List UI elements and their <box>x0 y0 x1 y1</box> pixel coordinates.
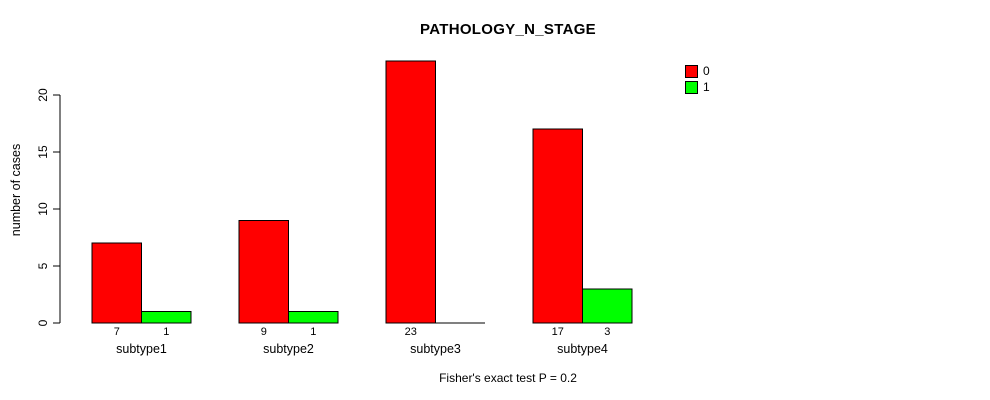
bar-value-label: 17 <box>552 326 564 338</box>
legend-swatch-green <box>685 80 698 94</box>
category-label-subtype3: subtype3 <box>410 342 461 356</box>
bar-value-label: 1 <box>310 326 316 338</box>
bar-subtype3-0 <box>385 60 436 324</box>
legend-label-0: 0 <box>703 64 710 78</box>
legend-label-1: 1 <box>703 80 710 94</box>
bar-value-label: 3 <box>604 326 610 338</box>
bar-subtype1-1 <box>141 311 192 324</box>
bar-subtype2-0 <box>238 219 289 324</box>
legend: 0 1 <box>685 63 710 95</box>
category-label-subtype4: subtype4 <box>557 342 608 356</box>
category-label-subtype2: subtype2 <box>263 342 314 356</box>
legend-entry-0: 0 <box>685 63 710 79</box>
bar-value-label: 9 <box>261 326 267 338</box>
y-tick-label: 0 <box>36 319 50 326</box>
category-label-subtype1: subtype1 <box>116 342 167 356</box>
bar-subtype4-1 <box>582 288 633 324</box>
y-tick-label: 20 <box>36 88 50 102</box>
y-tick-label: 10 <box>36 202 50 216</box>
y-tick-label: 15 <box>36 145 50 159</box>
legend-swatch-red <box>685 64 698 78</box>
bar-value-label: 7 <box>114 326 120 338</box>
chart-title: PATHOLOGY_N_STAGE <box>420 21 596 38</box>
bar-value-label: 1 <box>163 326 169 338</box>
footer-annotation: Fisher's exact test P = 0.2 <box>439 371 577 385</box>
bar-subtype1-0 <box>91 242 142 324</box>
y-tick-label: 5 <box>36 262 50 269</box>
bar-subtype4-0 <box>532 128 583 324</box>
legend-entry-1: 1 <box>685 79 710 95</box>
bar-subtype2-1 <box>288 311 339 324</box>
bar-value-label: 23 <box>405 326 417 338</box>
